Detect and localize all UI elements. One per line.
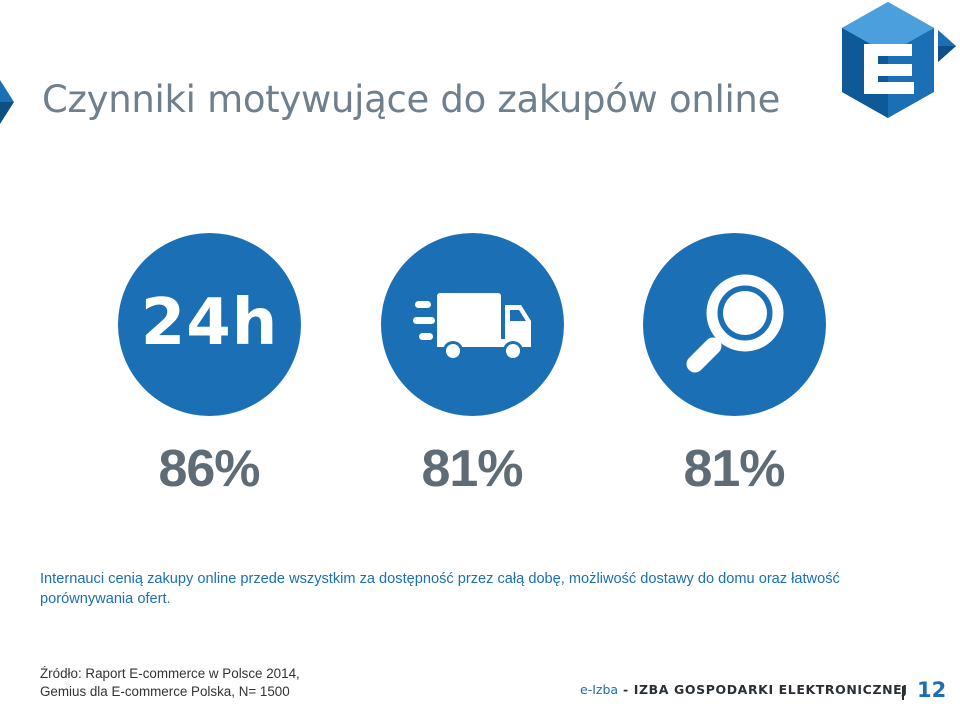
factor-circle-compare xyxy=(643,233,826,416)
footer-brand-prefix: e-Izba xyxy=(580,682,619,697)
page-title: Czynniki motywujące do zakupów online xyxy=(42,78,781,121)
factor-circle-24h: 24h xyxy=(118,233,301,416)
delivery-truck-icon xyxy=(413,293,531,361)
source-note: Źródło: Raport E-commerce w Polsce 2014,… xyxy=(40,665,300,701)
stat-value-compare: 81% xyxy=(683,440,785,498)
stat-value-24h: 86% xyxy=(158,440,260,498)
stat-value-delivery: 81% xyxy=(421,440,523,498)
footer-brand-org: IZBA GOSPODARKI ELEKTRONICZNEJ xyxy=(633,682,908,697)
source-line-1: Źródło: Raport E-commerce w Polsce 2014, xyxy=(40,666,300,681)
footer-divider xyxy=(902,686,904,700)
factor-circle-delivery xyxy=(381,233,564,416)
magnifier-icon xyxy=(686,274,784,373)
e-izba-logo xyxy=(842,2,956,118)
footer-brand: e-Izba - IZBA GOSPODARKI ELEKTRONICZNEJ xyxy=(580,682,908,697)
source-line-2: Gemius dla E-commerce Polska, N= 1500 xyxy=(40,684,290,699)
page-number: 12 xyxy=(917,678,947,702)
24h-icon: 24h xyxy=(140,286,279,360)
footer-brand-separator: - xyxy=(618,682,634,697)
description-text: Internauci cenią zakupy online przede ws… xyxy=(40,571,840,607)
left-arrow-decoration xyxy=(0,80,14,124)
